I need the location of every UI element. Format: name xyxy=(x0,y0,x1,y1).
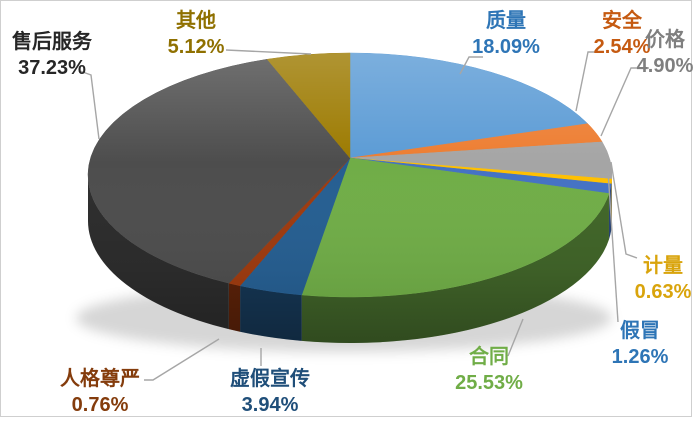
pie-sides xyxy=(87,175,612,344)
slice-label-4: 假冒 1.26% xyxy=(575,318,700,370)
leader-lines xyxy=(79,49,649,381)
slice-label-value: 18.09% xyxy=(472,36,540,58)
pie-sheen xyxy=(88,53,612,297)
slice-label-name: 合同 xyxy=(469,346,509,368)
slice-label-3: 计量 0.63% xyxy=(598,253,700,305)
slice-label-value: 4.90% xyxy=(636,55,694,77)
slice-label-0: 质量 18.09% xyxy=(441,8,571,60)
leader-line-9 xyxy=(225,49,312,55)
slice-label-name: 虚假宣传 xyxy=(230,368,310,390)
leader-line-1 xyxy=(575,51,604,112)
leader-line-3 xyxy=(610,161,638,259)
leader-line-5 xyxy=(507,318,524,357)
slice-label-value: 0.76% xyxy=(71,394,129,416)
leader-line-2 xyxy=(600,67,649,137)
leader-line-0 xyxy=(459,56,483,75)
slice-label-7: 人格尊严 0.76% xyxy=(35,366,165,418)
slice-label-5: 合同 25.53% xyxy=(424,344,554,396)
slice-label-value: 3.94% xyxy=(241,394,299,416)
slice-label-value: 1.26% xyxy=(611,346,669,368)
slice-label-name: 质量 xyxy=(486,10,526,32)
slice-label-9: 其他 5.12% xyxy=(131,8,261,60)
slice-label-value: 25.53% xyxy=(455,372,523,394)
leader-line-4 xyxy=(607,170,619,323)
leader-line-8 xyxy=(79,70,100,140)
slice-label-name: 售后服务 xyxy=(12,31,92,53)
slice-label-value: 0.63% xyxy=(634,281,692,303)
slice-label-name: 价格 xyxy=(645,29,685,51)
slice-label-name: 其他 xyxy=(176,10,216,32)
slice-label-name: 计量 xyxy=(643,255,683,277)
slice-label-value: 37.23% xyxy=(18,57,86,79)
slice-label-value: 5.12% xyxy=(167,36,225,58)
leader-line-7 xyxy=(144,338,220,381)
slice-label-2: 价格 4.90% xyxy=(600,27,700,79)
slice-label-name: 假冒 xyxy=(620,320,660,342)
slice-label-6: 虚假宣传 3.94% xyxy=(205,366,335,418)
slice-label-8: 售后服务 37.23% xyxy=(0,29,117,81)
slice-label-name: 人格尊严 xyxy=(60,368,140,390)
